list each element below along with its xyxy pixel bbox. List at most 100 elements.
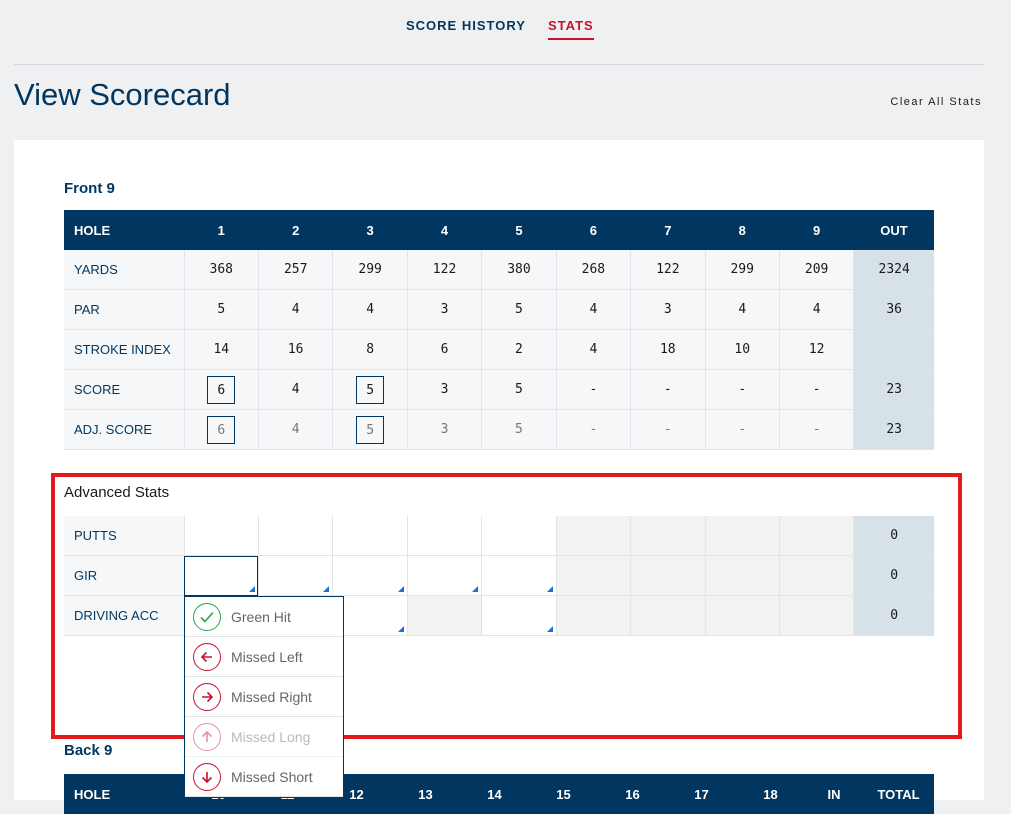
- front9-header-row: HOLE 1 2 3 4 5 6 7 8 9 OUT: [64, 210, 934, 250]
- gir-select-disabled: [779, 555, 855, 596]
- par-cell: 3: [630, 289, 706, 330]
- stroke-index-cell: 10: [705, 329, 780, 370]
- hole-number: 4: [407, 210, 482, 250]
- yards-cell: 299: [332, 250, 408, 290]
- tab-score-history[interactable]: SCORE HISTORY: [406, 18, 526, 33]
- stroke-index-cell: 14: [184, 329, 259, 370]
- hole-number: 7: [630, 210, 706, 250]
- yards-cell: 299: [705, 250, 780, 290]
- yards-cell: 257: [258, 250, 334, 290]
- row-label: YARDS: [64, 250, 185, 290]
- hole-number: 2: [258, 210, 333, 250]
- option-missed-left[interactable]: Missed Left: [185, 637, 343, 677]
- scorecard-card: Front 9 HOLE 1 2 3 4 5 6 7 8 9 OUT YARDS…: [14, 140, 984, 814]
- hole-number: 6: [556, 210, 631, 250]
- score-cell[interactable]: -: [556, 369, 632, 410]
- dropdown-caret-icon: [546, 586, 553, 592]
- adj-score-cell: 6: [184, 409, 259, 450]
- score-box[interactable]: 6: [207, 375, 236, 404]
- option-missed-long[interactable]: Missed Long: [185, 717, 343, 757]
- hole-number: 1: [184, 210, 259, 250]
- score-box[interactable]: 5: [356, 375, 385, 404]
- score-cell[interactable]: 4: [258, 369, 334, 410]
- score-cell[interactable]: -: [779, 369, 855, 410]
- front9-title: Front 9: [64, 180, 115, 197]
- stroke-index-cell: 2: [481, 329, 557, 370]
- score-cell[interactable]: 5: [481, 369, 557, 410]
- putts-row: PUTTS 0: [64, 516, 934, 556]
- dropdown-caret-icon: [472, 586, 479, 592]
- putts-input-disabled: [779, 516, 855, 556]
- score-cell[interactable]: -: [630, 369, 706, 410]
- yards-cell: 380: [481, 250, 557, 290]
- arrow-right-icon: [193, 682, 221, 711]
- driving-acc-select-disabled: [556, 595, 632, 636]
- par-cell: 4: [779, 289, 855, 330]
- dropdown-caret-icon: [546, 626, 553, 632]
- option-label: Missed Short: [231, 768, 313, 785]
- adj-score-row: ADJ. SCORE 6 4 5 3 5 - - - - 23: [64, 409, 934, 450]
- putts-input-disabled: [705, 516, 780, 556]
- total-header: TOTAL: [863, 774, 934, 814]
- dropdown-caret-icon: [323, 586, 330, 592]
- score-cell[interactable]: -: [705, 369, 780, 410]
- hole-number: 9: [779, 210, 854, 250]
- adj-score-cell: -: [779, 409, 855, 450]
- hole-number: 15: [529, 774, 598, 814]
- row-label: ADJ. SCORE: [64, 409, 185, 450]
- par-cell: 5: [184, 289, 259, 330]
- putts-input[interactable]: [258, 516, 334, 556]
- driving-acc-select[interactable]: [332, 595, 408, 636]
- driving-acc-total: 0: [853, 595, 934, 636]
- adj-score-box: 5: [356, 415, 385, 444]
- option-missed-right[interactable]: Missed Right: [185, 677, 343, 717]
- driving-acc-select[interactable]: [481, 595, 557, 636]
- hole-header: HOLE: [64, 774, 184, 814]
- putts-input[interactable]: [481, 516, 557, 556]
- gir-select[interactable]: [184, 555, 259, 596]
- option-green-hit[interactable]: Green Hit: [185, 597, 343, 637]
- hole-number: 5: [481, 210, 557, 250]
- gir-select[interactable]: [407, 555, 483, 596]
- gir-select[interactable]: [332, 555, 408, 596]
- yards-cell: 122: [630, 250, 706, 290]
- check-icon: [193, 602, 221, 631]
- option-missed-short[interactable]: Missed Short: [185, 757, 343, 797]
- hole-number: 3: [332, 210, 408, 250]
- score-cell[interactable]: 5: [332, 369, 408, 410]
- hole-number: 13: [391, 774, 460, 814]
- stroke-index-total: [853, 329, 934, 370]
- adj-score-cell: -: [705, 409, 780, 450]
- driving-acc-select-disabled: [705, 595, 780, 636]
- putts-input[interactable]: [184, 516, 259, 556]
- row-label: PAR: [64, 289, 185, 330]
- putts-input[interactable]: [407, 516, 483, 556]
- putts-input[interactable]: [332, 516, 408, 556]
- tab-stats[interactable]: STATS: [548, 18, 594, 40]
- gir-select[interactable]: [481, 555, 557, 596]
- yards-cell: 209: [779, 250, 855, 290]
- par-cell: 5: [481, 289, 557, 330]
- in-header: IN: [805, 774, 863, 814]
- score-row: SCORE 6 4 5 3 5 - - - - 23: [64, 369, 934, 410]
- yards-cell: 122: [407, 250, 483, 290]
- stroke-index-cell: 8: [332, 329, 408, 370]
- row-label: STROKE INDEX: [64, 329, 185, 370]
- score-cell[interactable]: 3: [407, 369, 483, 410]
- score-total: 23: [853, 369, 934, 410]
- par-cell: 3: [407, 289, 483, 330]
- stroke-index-cell: 12: [779, 329, 855, 370]
- par-cell: 4: [556, 289, 632, 330]
- advanced-stats-title: Advanced Stats: [64, 484, 170, 501]
- score-cell[interactable]: 6: [184, 369, 259, 410]
- option-label: Missed Left: [231, 648, 303, 665]
- clear-all-stats-link[interactable]: Clear All Stats: [890, 96, 982, 108]
- gir-select-disabled: [556, 555, 632, 596]
- adj-score-cell: -: [556, 409, 632, 450]
- page-title: View Scorecard: [14, 77, 231, 112]
- hole-number: 16: [598, 774, 667, 814]
- option-label: Missed Right: [231, 688, 312, 705]
- par-row: PAR 5 4 4 3 5 4 3 4 4 36: [64, 289, 934, 330]
- gir-select[interactable]: [258, 555, 334, 596]
- driving-acc-select-disabled: [779, 595, 855, 636]
